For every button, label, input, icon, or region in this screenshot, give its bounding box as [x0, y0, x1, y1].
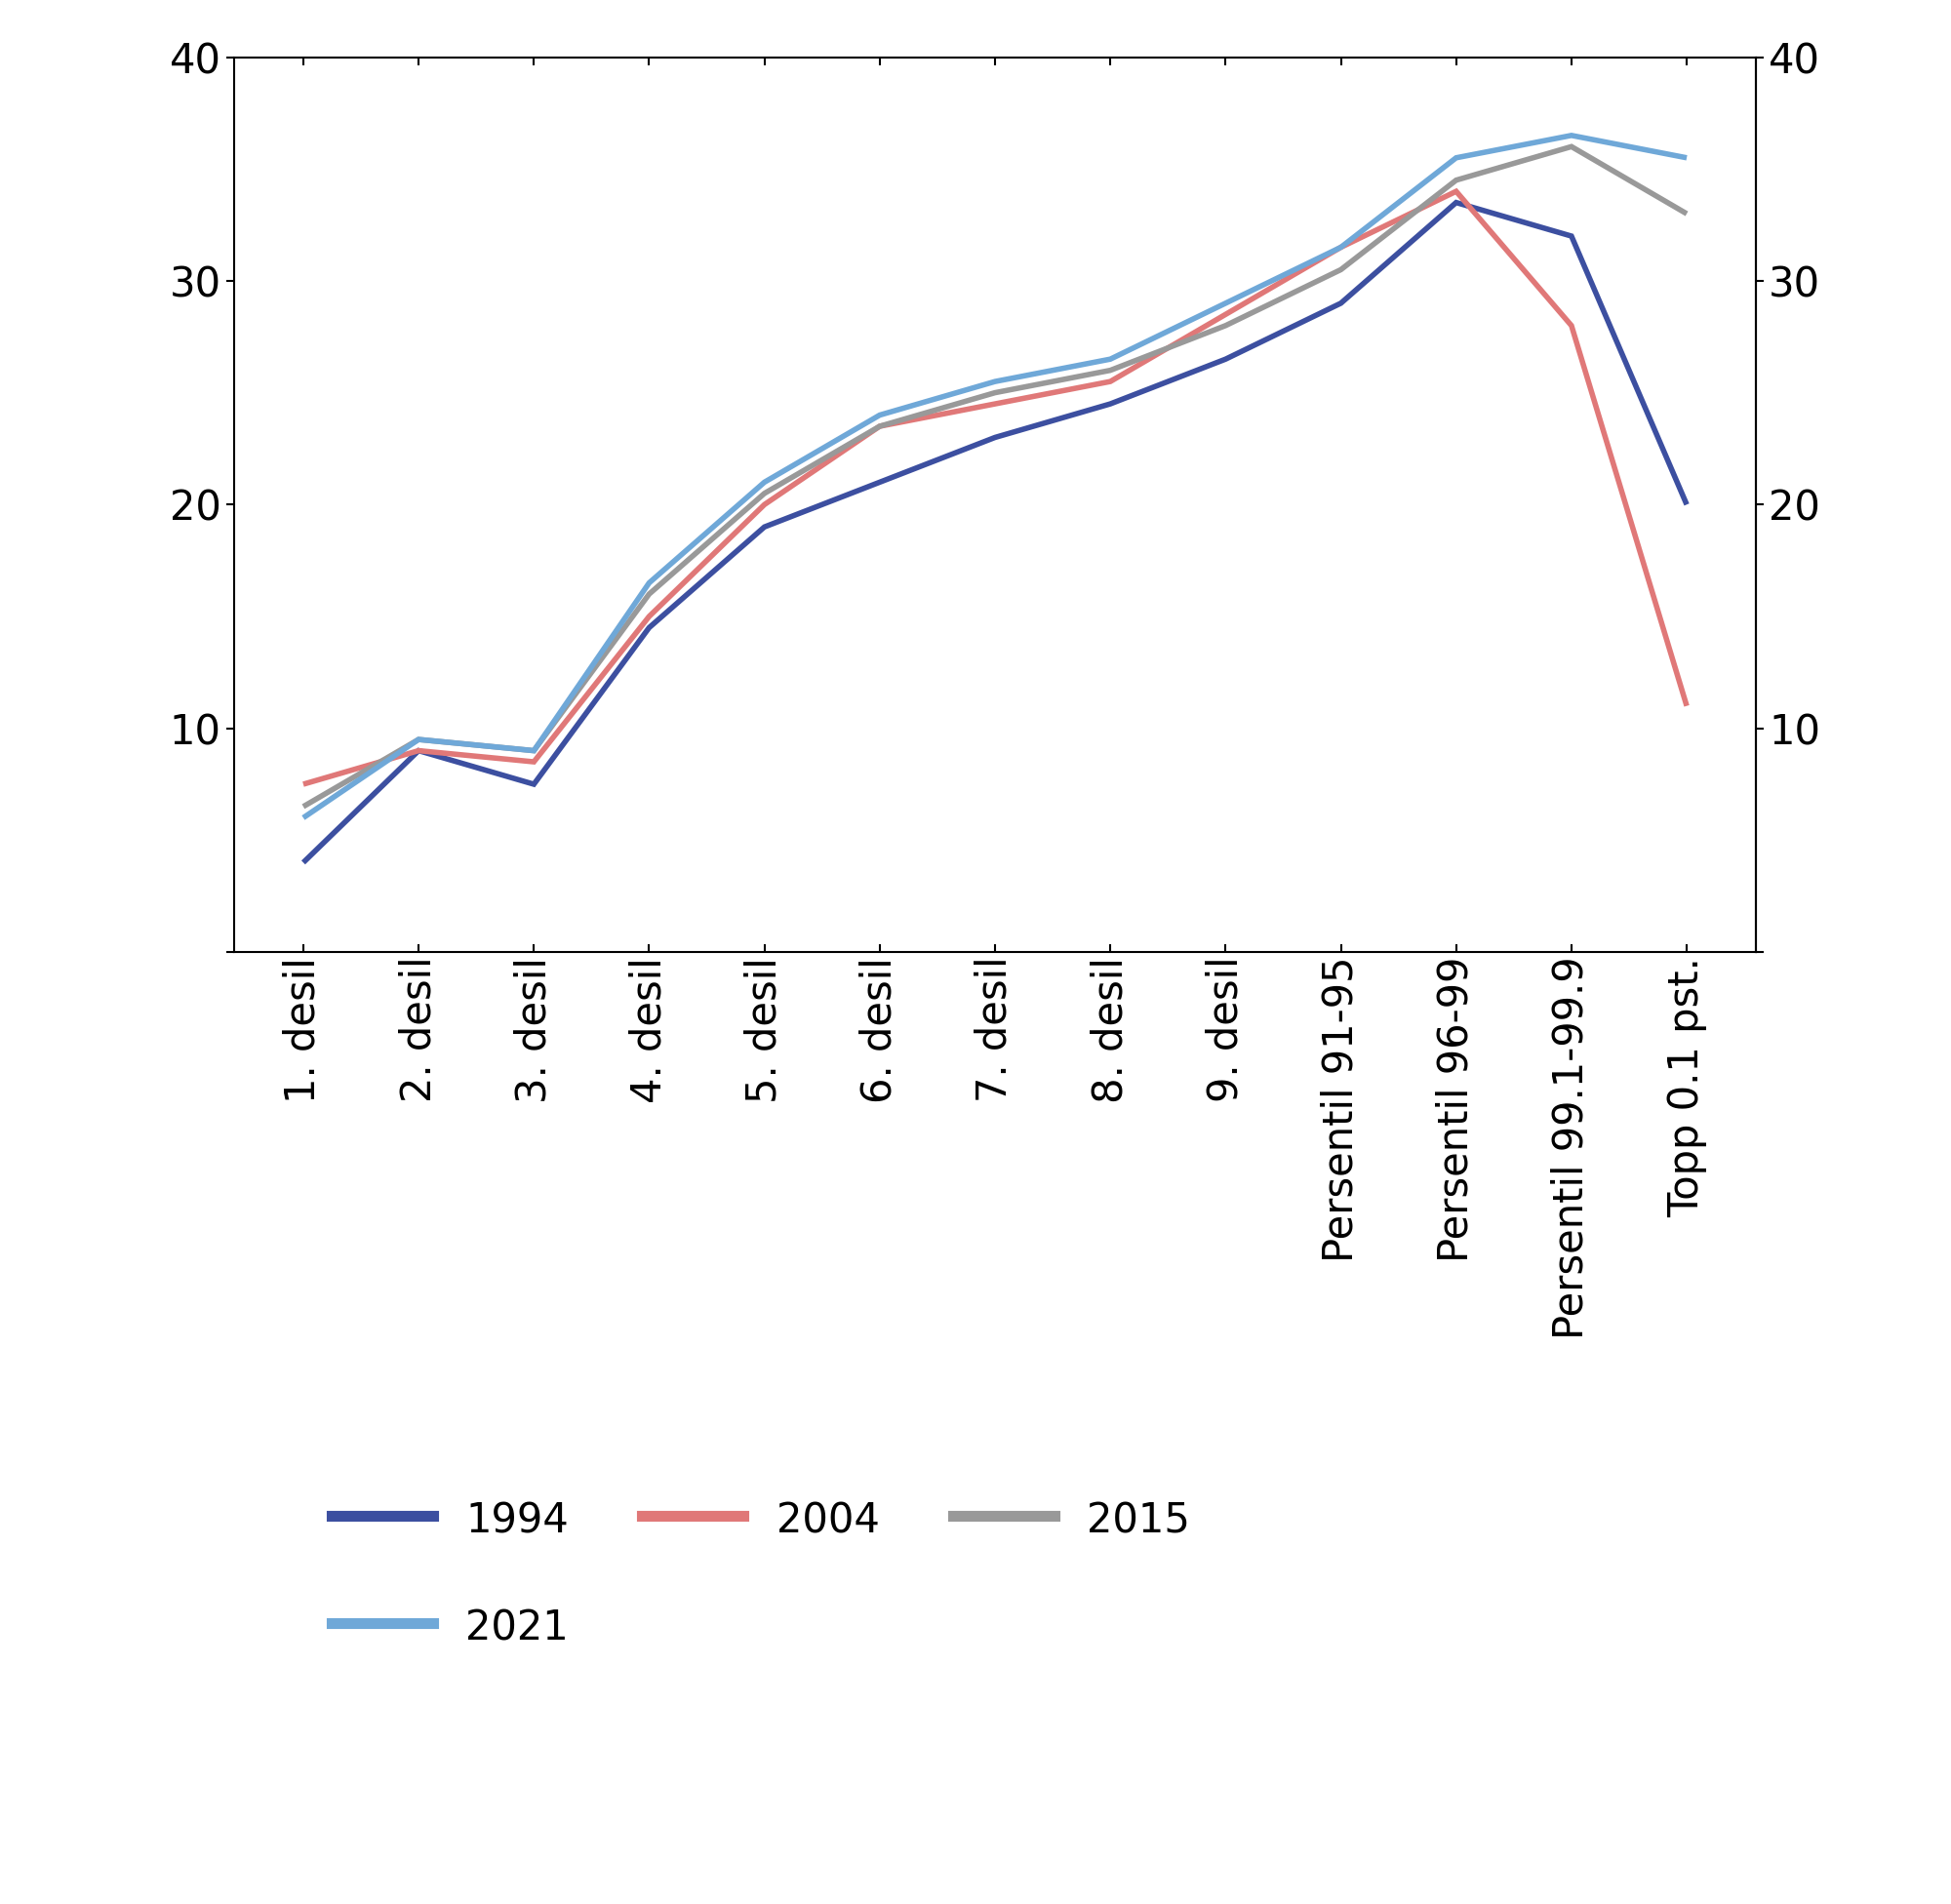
2021: [868, 404, 892, 426]
Legend: 2021: 2021: [316, 1590, 585, 1666]
1994: [523, 773, 546, 796]
2004: [523, 750, 546, 773]
2021: [638, 571, 661, 594]
2004: [1444, 179, 1467, 202]
2021: [408, 727, 431, 750]
2021: [1329, 236, 1352, 259]
2004: [868, 415, 892, 438]
2004: [408, 739, 431, 762]
2021: [523, 739, 546, 762]
Line: 2004: 2004: [302, 190, 1688, 784]
2004: [1559, 314, 1582, 337]
2015: [1098, 358, 1122, 381]
2004: [1329, 236, 1352, 259]
2021: [291, 807, 314, 830]
2021: [1559, 124, 1582, 147]
2015: [408, 727, 431, 750]
2004: [1676, 695, 1699, 718]
2021: [983, 369, 1007, 392]
1994: [983, 426, 1007, 449]
2015: [638, 583, 661, 605]
2004: [1214, 303, 1237, 326]
2021: [1676, 147, 1699, 169]
2015: [1676, 202, 1699, 225]
2004: [638, 605, 661, 628]
1994: [1214, 348, 1237, 371]
1994: [1098, 392, 1122, 415]
1994: [1559, 225, 1582, 248]
2015: [1444, 169, 1467, 192]
2015: [1329, 259, 1352, 282]
2015: [1559, 135, 1582, 158]
1994: [1676, 493, 1699, 516]
1994: [753, 516, 776, 539]
2015: [868, 415, 892, 438]
2004: [753, 493, 776, 516]
1994: [408, 739, 431, 762]
Line: 1994: 1994: [302, 202, 1688, 863]
2021: [753, 470, 776, 493]
Line: 2015: 2015: [302, 147, 1688, 807]
2021: [1214, 291, 1237, 314]
2015: [1214, 314, 1237, 337]
2021: [1098, 348, 1122, 371]
1994: [1444, 190, 1467, 213]
2015: [983, 381, 1007, 404]
2004: [983, 392, 1007, 415]
2021: [1444, 147, 1467, 169]
2004: [1098, 369, 1122, 392]
1994: [1329, 291, 1352, 314]
2015: [523, 739, 546, 762]
Line: 2021: 2021: [302, 135, 1688, 819]
1994: [638, 617, 661, 640]
2015: [753, 482, 776, 505]
1994: [868, 470, 892, 493]
2004: [291, 773, 314, 796]
2015: [291, 796, 314, 819]
1994: [291, 851, 314, 874]
